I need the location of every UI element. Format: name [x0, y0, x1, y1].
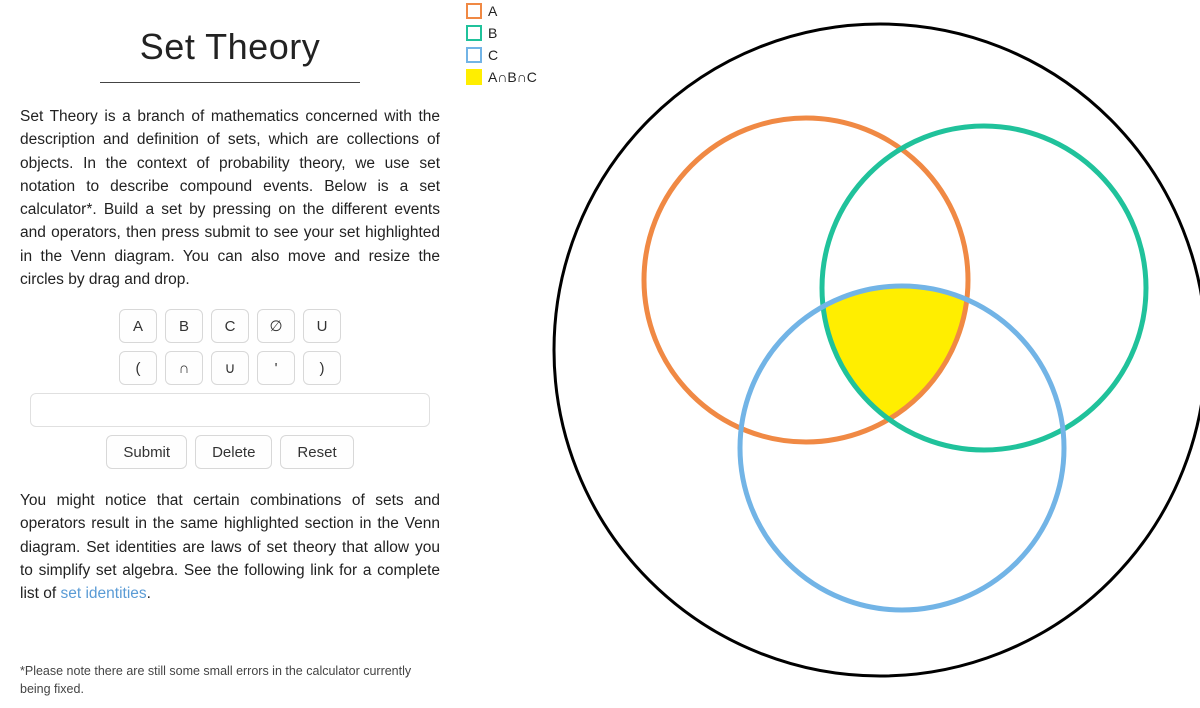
legend-swatch-3: [466, 69, 482, 85]
legend-label-0: A: [488, 3, 497, 19]
legend-swatch-2: [466, 47, 482, 63]
identities-text-after: .: [147, 585, 151, 602]
title-rule: [100, 82, 360, 83]
legend-swatch-0: [466, 3, 482, 19]
footnote: *Please note there are still some small …: [20, 663, 440, 698]
op-button-3[interactable]: ': [257, 351, 295, 385]
submit-button[interactable]: Submit: [106, 435, 187, 469]
identities-paragraph: You might notice that certain combinatio…: [20, 489, 440, 605]
legend-swatch-1: [466, 25, 482, 41]
op-button-1[interactable]: ∩: [165, 351, 203, 385]
op-button-2[interactable]: ∪: [211, 351, 249, 385]
op-button-0[interactable]: (: [119, 351, 157, 385]
token-button-1[interactable]: B: [165, 309, 203, 343]
legend-item-1: B: [466, 22, 537, 44]
expression-input[interactable]: [30, 393, 430, 427]
token-button-0[interactable]: A: [119, 309, 157, 343]
intro-paragraph: Set Theory is a branch of mathematics co…: [20, 105, 440, 291]
venn-diagram[interactable]: [540, 0, 1200, 680]
reset-button[interactable]: Reset: [280, 435, 353, 469]
set-identities-link[interactable]: set identities: [60, 585, 146, 602]
legend-label-1: B: [488, 25, 497, 41]
legend-item-2: C: [466, 44, 537, 66]
token-button-3[interactable]: ∅: [257, 309, 295, 343]
delete-button[interactable]: Delete: [195, 435, 272, 469]
token-button-2[interactable]: C: [211, 309, 249, 343]
op-button-4[interactable]: ): [303, 351, 341, 385]
legend-label-2: C: [488, 47, 498, 63]
token-button-4[interactable]: U: [303, 309, 341, 343]
legend-item-3: A∩B∩C: [466, 66, 537, 88]
page-title: Set Theory: [20, 26, 440, 68]
legend: ABC A∩B∩C: [466, 0, 537, 88]
set-calculator: ABC∅U (∩∪') Submit Delete Reset: [20, 309, 440, 469]
legend-label-3: A∩B∩C: [488, 69, 537, 85]
legend-item-0: A: [466, 0, 537, 22]
